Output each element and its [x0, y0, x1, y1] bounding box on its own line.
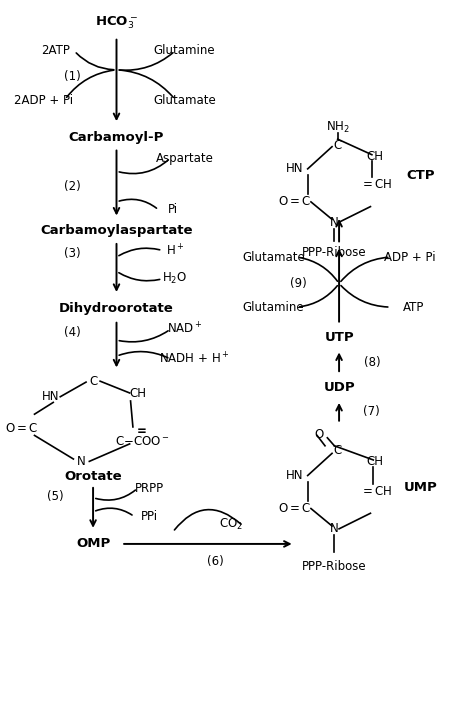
- Text: CH: CH: [367, 455, 383, 468]
- Text: C: C: [89, 374, 97, 388]
- Text: NADH + H$^+$: NADH + H$^+$: [158, 351, 229, 367]
- Text: Glutamate: Glutamate: [153, 94, 216, 107]
- Text: (7): (7): [364, 405, 380, 418]
- Text: N: N: [77, 455, 86, 468]
- Text: Aspartate: Aspartate: [155, 151, 213, 165]
- Text: H$_2$O: H$_2$O: [163, 271, 188, 286]
- Text: CH: CH: [367, 149, 383, 163]
- Text: HN: HN: [42, 390, 60, 403]
- Text: (9): (9): [290, 277, 307, 290]
- Text: Dihydroorotate: Dihydroorotate: [59, 303, 174, 315]
- Text: (1): (1): [64, 70, 81, 83]
- Text: PPP-Ribose: PPP-Ribose: [302, 246, 367, 259]
- Text: HCO$_3^-$: HCO$_3^-$: [95, 14, 138, 31]
- Text: (5): (5): [47, 490, 64, 503]
- Text: (2): (2): [64, 180, 81, 193]
- Text: (8): (8): [364, 356, 380, 369]
- Text: CTP: CTP: [407, 170, 435, 182]
- Text: ATP: ATP: [403, 301, 425, 313]
- Text: O$=$C: O$=$C: [278, 502, 311, 515]
- Text: Carbamoyl-P: Carbamoyl-P: [69, 131, 164, 144]
- Text: UMP: UMP: [404, 481, 438, 494]
- Text: 2ADP + Pi: 2ADP + Pi: [14, 94, 73, 107]
- Text: (6): (6): [207, 555, 223, 569]
- Text: CO$_2$: CO$_2$: [219, 517, 243, 531]
- Text: Pi: Pi: [168, 203, 178, 217]
- Text: C$-$COO$^-$: C$-$COO$^-$: [115, 435, 170, 447]
- Text: $=$CH: $=$CH: [360, 178, 392, 191]
- Text: PRPP: PRPP: [135, 482, 164, 495]
- Text: (3): (3): [64, 247, 80, 260]
- Text: $=$CH: $=$CH: [360, 484, 392, 498]
- Text: C: C: [334, 139, 342, 152]
- Text: PPi: PPi: [141, 510, 158, 523]
- Text: HN: HN: [286, 163, 303, 175]
- Text: Glutamine: Glutamine: [243, 301, 304, 313]
- Text: N: N: [330, 216, 339, 229]
- Text: H$^+$: H$^+$: [166, 243, 184, 258]
- Text: O: O: [314, 428, 324, 441]
- Text: O$=$C: O$=$C: [5, 422, 38, 435]
- Text: Glutamate: Glutamate: [242, 250, 305, 264]
- Text: NAD$^+$: NAD$^+$: [167, 322, 202, 337]
- Text: NH$_2$: NH$_2$: [326, 121, 349, 135]
- Text: C: C: [334, 444, 342, 457]
- Text: HN: HN: [286, 469, 303, 482]
- Text: UDP: UDP: [323, 381, 355, 394]
- Text: CH: CH: [129, 388, 146, 400]
- Text: Carbamoylaspartate: Carbamoylaspartate: [40, 224, 193, 237]
- Text: OMP: OMP: [76, 538, 110, 550]
- Text: O$=$C: O$=$C: [278, 196, 311, 208]
- Text: $\mathbf{=}$: $\mathbf{=}$: [135, 423, 147, 436]
- Text: PPP-Ribose: PPP-Ribose: [302, 560, 367, 573]
- Text: 2ATP: 2ATP: [41, 44, 70, 57]
- Text: UTP: UTP: [324, 331, 354, 343]
- Text: ADP + Pi: ADP + Pi: [383, 250, 435, 264]
- Text: Glutamine: Glutamine: [154, 44, 215, 57]
- Text: N: N: [330, 522, 339, 536]
- Text: (4): (4): [64, 326, 81, 339]
- Text: Orotate: Orotate: [64, 470, 122, 484]
